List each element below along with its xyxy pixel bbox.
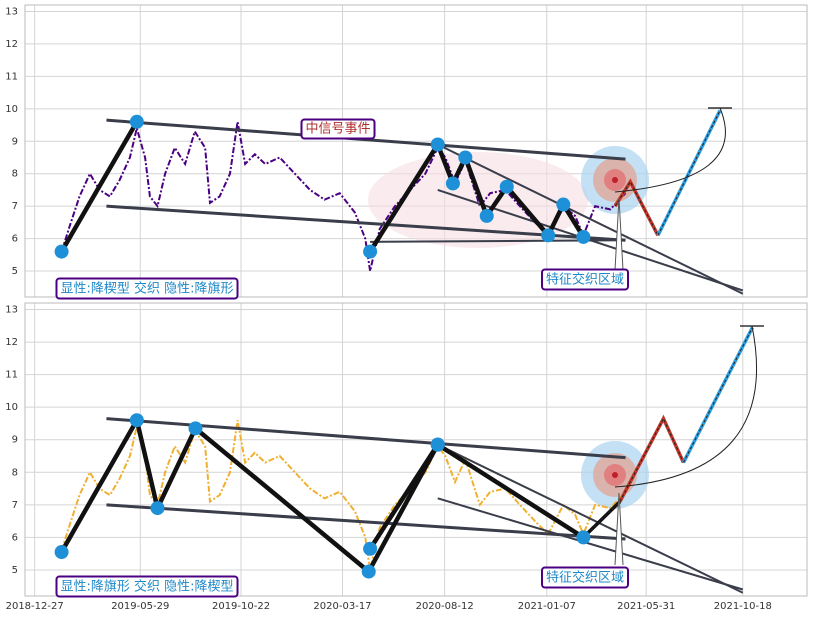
forecast-line	[613, 178, 660, 237]
zone-center	[612, 472, 618, 478]
plot-frame	[24, 302, 808, 597]
pivot-point	[363, 541, 378, 556]
trend-line	[437, 143, 744, 295]
price-line	[60, 121, 627, 272]
trend-line	[437, 188, 744, 292]
zigzag-line	[368, 443, 440, 551]
y-tick-label: 5	[12, 266, 18, 277]
pivot-point	[150, 501, 165, 516]
trend-line	[106, 204, 626, 242]
annotation: 中信号事件	[305, 122, 370, 137]
callout-arrow	[614, 197, 624, 271]
y-tick-label: 6	[12, 234, 18, 245]
pivot-point	[188, 421, 203, 436]
pivot-point	[576, 229, 591, 244]
y-tick-label: 11	[5, 71, 18, 82]
forecast-dash	[619, 417, 684, 502]
x-tick-label: 2020-03-17	[313, 601, 371, 612]
plot-area	[25, 5, 807, 297]
y-tick-label: 13	[5, 6, 18, 17]
pivot-point	[458, 150, 473, 165]
pivot-point	[430, 437, 445, 452]
y-tick-label: 12	[5, 39, 18, 50]
pivot-point	[479, 208, 494, 223]
annotation-box	[55, 575, 239, 598]
pivot-point	[430, 137, 445, 152]
annotation-box	[300, 118, 376, 140]
trend-line	[437, 497, 744, 591]
callout-arrow	[614, 492, 624, 566]
y-tick-label: 11	[5, 370, 18, 381]
pivot-point	[361, 564, 376, 579]
x-tick-label: 2019-05-29	[111, 601, 169, 612]
x-tick-label: 2021-10-18	[714, 601, 772, 612]
forecast-dash	[583, 501, 621, 538]
pivot-point	[363, 244, 378, 259]
pivot-point	[129, 413, 144, 428]
y-tick-label: 10	[5, 104, 18, 115]
pivot-point	[541, 228, 556, 243]
plot-frame	[24, 4, 808, 298]
x-tick-label: 2019-10-22	[212, 601, 270, 612]
y-tick-label: 13	[5, 305, 18, 316]
trend-line	[106, 503, 626, 541]
pivot-point	[576, 530, 591, 545]
annotation: 显性:降旗形 交织 隐性:降楔型	[60, 579, 233, 595]
trend-line	[106, 118, 626, 161]
y-tick-label: 9	[12, 136, 18, 147]
price-line	[60, 420, 627, 571]
annotation-box	[540, 268, 630, 291]
annotation: 显性:降楔型 交织 隐性:降旗形	[60, 281, 233, 297]
y-tick-label: 6	[12, 532, 18, 543]
pivot-point	[556, 197, 571, 212]
y-tick-label: 9	[12, 435, 18, 446]
pivot-point	[129, 114, 144, 129]
trend-line	[437, 443, 744, 594]
callout-arc	[614, 107, 726, 193]
y-tick-label: 10	[5, 402, 18, 413]
forecast-dash	[683, 327, 753, 463]
y-tick-label: 12	[5, 337, 18, 348]
zone-center	[612, 177, 618, 183]
zigzag-line	[59, 120, 139, 253]
x-tick-label: 2018-12-27	[6, 601, 64, 612]
pivot-point	[54, 545, 69, 560]
y-tick-label: 5	[12, 565, 18, 576]
x-tick-label: 2021-05-31	[617, 601, 675, 612]
pivot-point	[499, 179, 514, 194]
x-tick-label: 2020-08-12	[416, 601, 474, 612]
y-tick-label: 8	[12, 169, 18, 180]
annotation-box	[540, 566, 630, 589]
y-tick-label: 8	[12, 467, 18, 478]
y-tick-label: 7	[12, 500, 18, 511]
y-tick-label: 7	[12, 201, 18, 212]
annotation-box	[55, 277, 239, 300]
annotation: 特征交织区域	[546, 272, 624, 288]
x-tick-label: 2021-01-07	[518, 601, 576, 612]
forecast-dash	[657, 110, 721, 236]
annotation: 特征交织区域	[546, 570, 624, 586]
pivot-point	[54, 244, 69, 259]
pivot-point	[445, 176, 460, 191]
callout-arc	[614, 325, 757, 488]
